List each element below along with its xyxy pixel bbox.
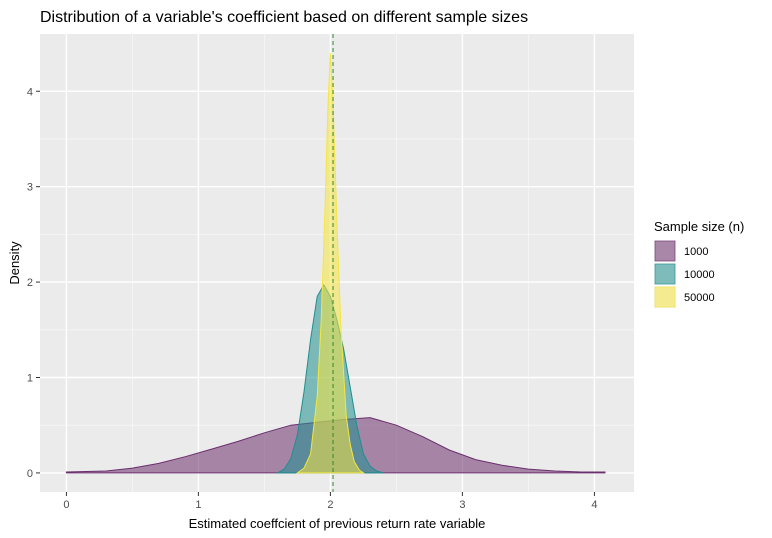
chart-title: Distribution of a variable's coefficient… (40, 9, 528, 26)
legend-label-50000: 50000 (684, 292, 715, 304)
legend-key-10000 (654, 263, 676, 285)
y-tick-label: 2 (27, 277, 33, 289)
y-axis-ticks: 0 1 2 3 4 (27, 86, 40, 480)
x-tick-label: 1 (195, 499, 201, 511)
x-tick-label: 4 (591, 499, 597, 511)
legend-key-1000 (654, 240, 676, 262)
x-tick-label: 0 (63, 499, 69, 511)
x-tick-label: 3 (459, 499, 465, 511)
y-tick-label: 4 (27, 86, 33, 98)
x-axis-ticks: 0 1 2 3 4 (63, 492, 597, 511)
legend-key-50000 (654, 286, 676, 308)
y-tick-label: 3 (27, 182, 33, 194)
x-axis-title: Estimated coeffcient of previous return … (189, 516, 486, 531)
y-tick-label: 1 (27, 373, 33, 385)
legend-label-1000: 1000 (684, 246, 708, 258)
legend-label-10000: 10000 (684, 269, 715, 281)
y-tick-label: 0 (27, 468, 33, 480)
y-axis-title: Density (7, 241, 22, 285)
legend-title: Sample size (n) (654, 219, 744, 234)
density-areas (65, 53, 606, 474)
legend: Sample size (n) 1000 10000 50000 (654, 219, 744, 308)
x-tick-label: 2 (327, 499, 333, 511)
